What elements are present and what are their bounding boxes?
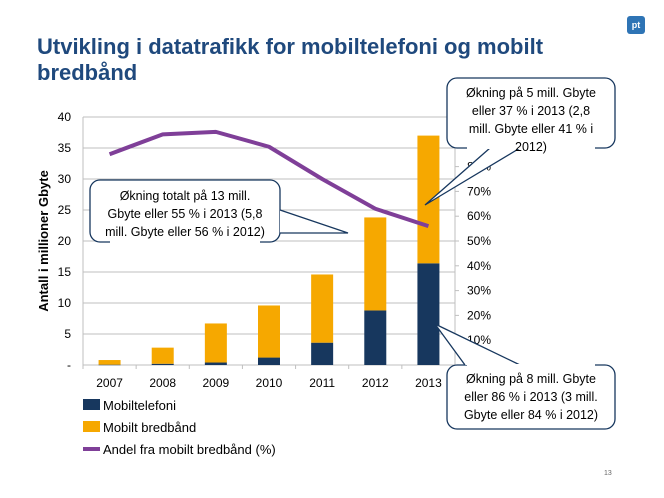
bar-mobiltelefoni [204, 362, 227, 365]
y2-tick-label: 30% [467, 284, 491, 298]
slide-title: Utvikling i datatrafikk for mobiltelefon… [37, 34, 544, 85]
legend-label: Andel fra mobilt bredbånd (%) [103, 442, 276, 457]
legend-label: Mobiltelefoni [103, 398, 176, 413]
callout-pointer [279, 209, 349, 234]
legend-label: Mobilt bredbånd [103, 420, 196, 435]
y-tick-label: 5 [64, 327, 71, 341]
y-tick-label: 25 [58, 203, 72, 217]
callout-text: Økning på 5 mill. Gbyte eller 37 % i 2013… [466, 86, 596, 154]
bar-mobilt-bredbånd [98, 360, 121, 365]
y-tick-label: 40 [58, 110, 72, 124]
x-tick-label: 2007 [96, 376, 123, 390]
x-tick-label: 2010 [256, 376, 283, 390]
bar-mobilt-bredbånd [204, 323, 227, 363]
y2-tick-label: 70% [467, 184, 491, 198]
bar-mobiltelefoni [364, 310, 387, 365]
y-tick-label: - [67, 358, 71, 372]
bar-mobiltelefoni [258, 357, 280, 365]
bar-mobilt-bredbånd [151, 347, 174, 364]
callout-text: Økning på 8 mill. Gbyte eller 86 % i 2013… [464, 372, 598, 422]
legend-swatch [83, 421, 100, 432]
x-tick-label: 2013 [415, 376, 442, 390]
bar-mobiltelefoni [311, 342, 334, 365]
x-tick-label: 2012 [362, 376, 389, 390]
y2-tick-label: 60% [467, 209, 491, 223]
y2-tick-label: 40% [467, 259, 491, 273]
bar-mobilt-bredbånd [258, 305, 280, 358]
y-tick-label: 30 [58, 172, 72, 186]
callout-join [467, 146, 595, 149]
y2-tick-label: 50% [467, 234, 491, 248]
x-tick-label: 2008 [149, 376, 176, 390]
page-number: 13 [604, 470, 612, 477]
logo: pt [627, 16, 645, 34]
y-tick-label: 15 [58, 265, 72, 279]
x-tick-label: 2011 [309, 376, 335, 390]
x-tick-label: 2009 [203, 376, 230, 390]
bar-mobiltelefoni [417, 263, 440, 365]
callout-join [467, 364, 595, 367]
bar-mobiltelefoni [151, 363, 174, 365]
callout-text: Økning totalt på 13 mill. Gbyte eller 55 … [105, 189, 265, 239]
y2-tick-label: 20% [467, 308, 491, 322]
bar-mobilt-bredbånd [364, 217, 387, 311]
legend-swatch [83, 399, 100, 410]
y-tick-label: 10 [58, 296, 72, 310]
y-tick-label: 35 [58, 141, 72, 155]
bar-mobilt-bredbånd [311, 274, 334, 343]
bar-mobiltelefoni [98, 364, 121, 366]
bar-mobilt-bredbånd [417, 135, 440, 264]
callout-join [110, 240, 260, 243]
callout-pointer [434, 323, 521, 366]
y-tick-label: 20 [58, 234, 72, 248]
y-axis-label: Antall i millioner Gbyte [36, 170, 51, 312]
callout-pointer [424, 147, 521, 206]
